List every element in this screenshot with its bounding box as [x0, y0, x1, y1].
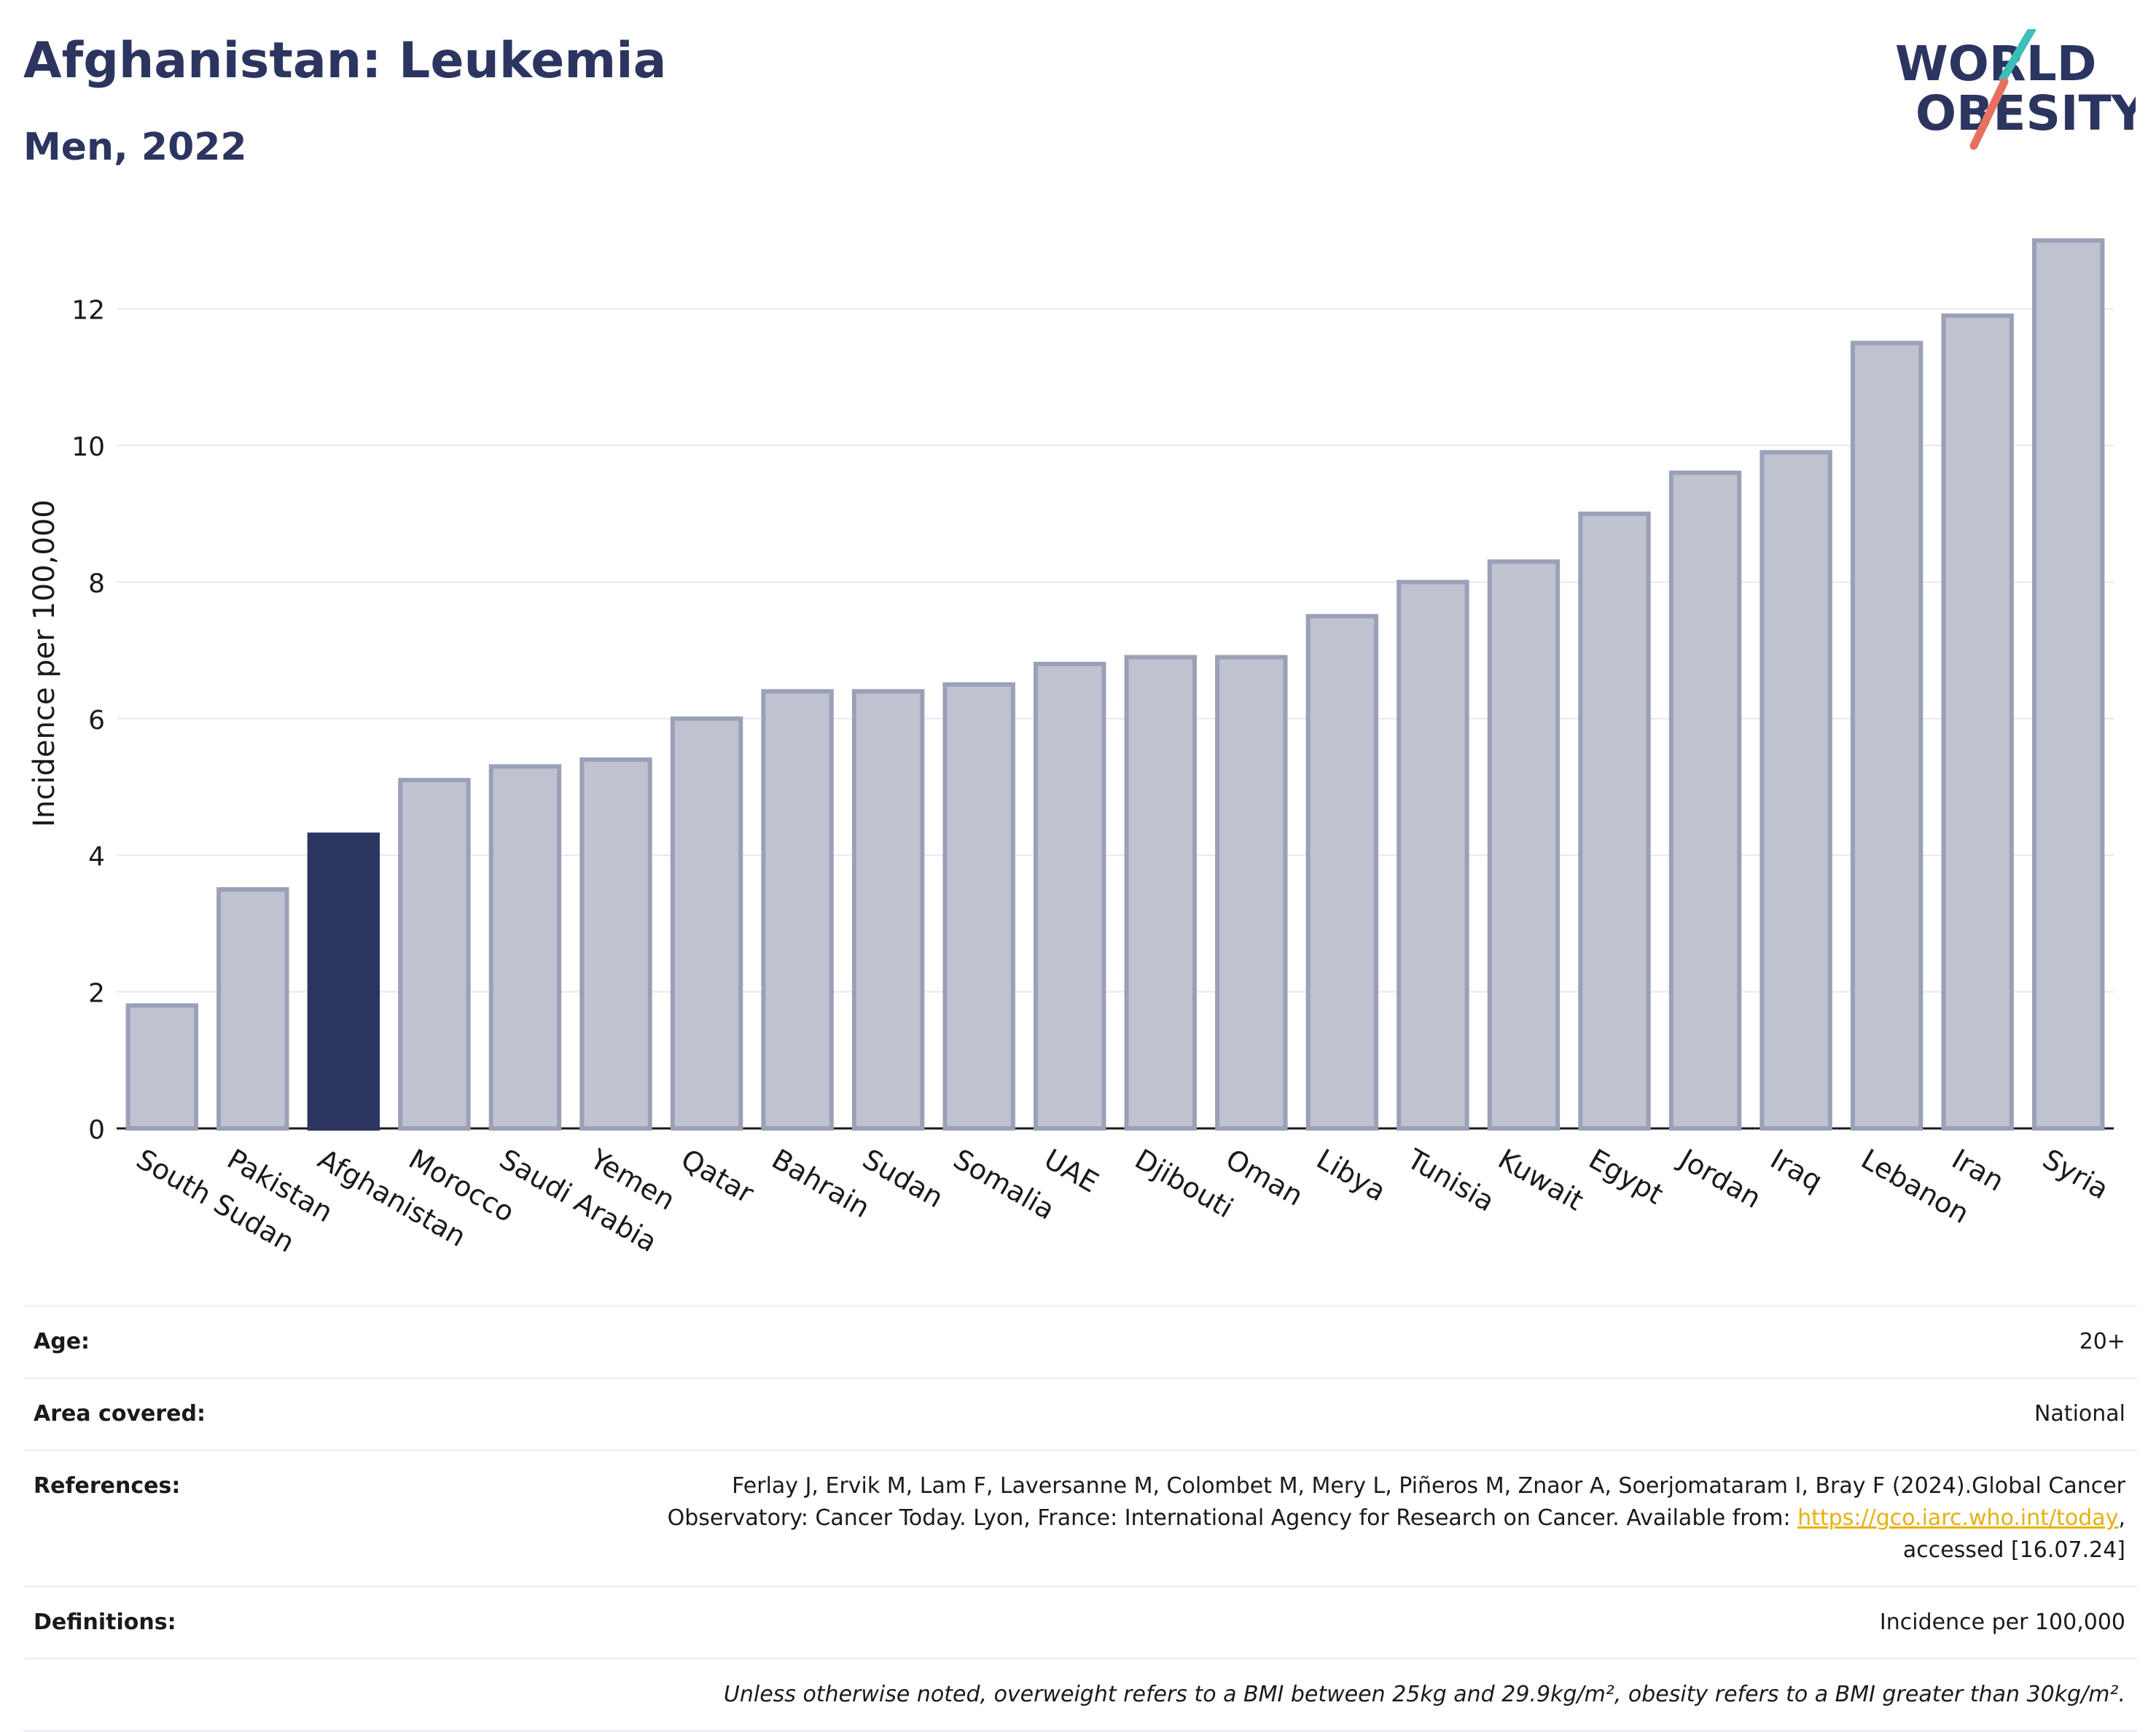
x-tick-label: Libya	[1311, 1143, 1391, 1208]
bar-libya[interactable]	[1305, 614, 1379, 1131]
y-tick-label: 2	[88, 979, 105, 1009]
age-label: Age:	[34, 1329, 90, 1354]
y-tick-label: 6	[88, 706, 105, 736]
x-tick-label: UAE	[1039, 1143, 1104, 1199]
info-row-references: References: Ferlay J, Ervik M, Lam F, La…	[23, 1449, 2137, 1585]
definitions-label: Definitions:	[34, 1610, 176, 1635]
bar-djibouti[interactable]	[1124, 655, 1197, 1131]
y-tick-label: 0	[88, 1115, 105, 1145]
info-row-note: Unless otherwise noted, overweight refer…	[23, 1658, 2137, 1732]
info-row-area: Area covered: National	[23, 1377, 2137, 1449]
world-obesity-logo: WORLD OBESITY	[1895, 29, 2136, 150]
references-text-1: Ferlay J, Ervik M, Lam F, Laversanne M, …	[732, 1473, 2125, 1499]
bar-qatar[interactable]	[670, 716, 743, 1131]
references-text-3: ,	[2118, 1505, 2125, 1531]
bar-jordan[interactable]	[1668, 470, 1742, 1131]
info-row-age: Age: 20+	[23, 1305, 2137, 1377]
bar-tunisia[interactable]	[1397, 580, 1469, 1131]
info-table: Age: 20+ Area covered: National Referenc…	[23, 1305, 2137, 1732]
bar-oman[interactable]	[1215, 655, 1288, 1131]
logo-line1: WORLD	[1895, 36, 2097, 92]
bar-syria[interactable]	[2032, 238, 2105, 1131]
x-tick-label: Tunisia	[1402, 1142, 1500, 1218]
bar-bahrain[interactable]	[761, 689, 834, 1131]
logo-slash-coral	[1969, 77, 2009, 150]
bar-morocco[interactable]	[398, 778, 471, 1131]
references-label: References:	[34, 1473, 181, 1499]
area-label: Area covered:	[34, 1401, 206, 1427]
definitions-value: Incidence per 100,000	[1879, 1610, 2125, 1635]
bar-lebanon[interactable]	[1850, 340, 1923, 1131]
bmi-note: Unless otherwise noted, overweight refer…	[723, 1682, 2125, 1707]
bar-sudan[interactable]	[851, 689, 925, 1131]
x-tick-label: Djibouti	[1130, 1143, 1239, 1225]
bar-uae[interactable]	[1034, 661, 1106, 1131]
bar-kuwait[interactable]	[1487, 559, 1561, 1131]
logo-slash-teal	[1999, 29, 2036, 83]
area-value: National	[2034, 1401, 2125, 1427]
note-spacer	[34, 1679, 325, 1711]
chart-title: Afghanistan: Leukemia	[23, 32, 667, 90]
x-tick-label: Syria	[2037, 1143, 2114, 1206]
bar-south-sudan[interactable]	[125, 1003, 198, 1131]
bar-egypt[interactable]	[1578, 511, 1651, 1131]
bar-somalia[interactable]	[942, 682, 1015, 1131]
age-value: 20+	[2079, 1329, 2125, 1354]
y-tick-label: 4	[88, 842, 105, 872]
references-link[interactable]: https://gco.iarc.who.int/today	[1797, 1505, 2119, 1531]
x-tick-label: Qatar	[676, 1143, 759, 1210]
bar-afghanistan[interactable]	[307, 832, 380, 1131]
bar-pakistan[interactable]	[216, 887, 289, 1131]
x-tick-label: Egypt	[1584, 1143, 1669, 1211]
bar-chart: 0 2 4 6 8 10 12 South SudanPakistanAfghanistan…	[28, 238, 2114, 1259]
info-row-definitions: Definitions: Incidence per 100,000	[23, 1585, 2137, 1658]
x-tick-label: Jordan	[1673, 1142, 1766, 1215]
x-tick-label: Somalia	[948, 1143, 1061, 1226]
x-tick-label: Iran	[1947, 1143, 2009, 1198]
references-text-4: accessed [16.07.24]	[1902, 1537, 2125, 1563]
bar-iran[interactable]	[1941, 313, 2014, 1131]
x-tick-label: Iraq	[1765, 1143, 1828, 1198]
bars	[125, 238, 2105, 1131]
bar-yemen[interactable]	[579, 757, 652, 1131]
x-tick-label: Bahrain	[767, 1143, 875, 1225]
y-tick-labels: 0 2 4 6 8 10 12	[71, 296, 105, 1145]
bar-saudi-arabia[interactable]	[488, 764, 562, 1131]
bar-iraq[interactable]	[1759, 450, 1832, 1131]
y-tick-label: 12	[71, 296, 105, 326]
y-tick-label: 8	[88, 569, 105, 598]
chart-subtitle: Men, 2022	[23, 125, 247, 169]
x-tick-labels: South SudanPakistanAfghanistanMoroccoSau…	[131, 1142, 2114, 1259]
x-tick-label: Kuwait	[1493, 1143, 1589, 1217]
references-value: Ferlay J, Ervik M, Lam F, Laversanne M, …	[668, 1470, 2125, 1567]
y-axis-label: Incidence per 100,000	[28, 499, 61, 827]
y-tick-label: 10	[71, 432, 105, 462]
references-text-2: Observatory: Cancer Today. Lyon, France:…	[667, 1505, 1798, 1531]
logo-line2: OBESITY	[1915, 85, 2136, 141]
